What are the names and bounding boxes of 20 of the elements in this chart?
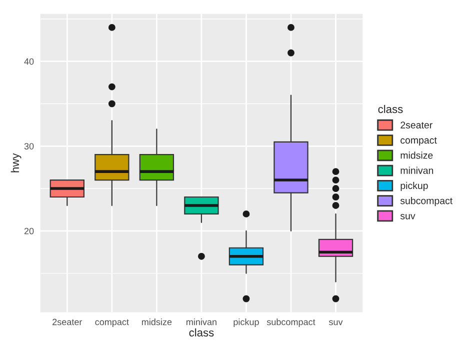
x-tick-label: 2seater — [52, 318, 82, 326]
y-tick-label: 20 — [24, 228, 34, 234]
x-tick-label: pickup — [234, 318, 259, 327]
legend-label: pickup — [400, 182, 428, 191]
y-tick-label: 30 — [24, 143, 34, 150]
legend-label: compact — [400, 137, 437, 146]
x-tick-label: subcompact — [266, 318, 316, 327]
legend-label: subcompact — [400, 197, 453, 206]
x-tick-label: midsize — [142, 318, 172, 326]
legend-label: minivan — [400, 166, 434, 174]
x-tick-label: minivan — [186, 318, 216, 326]
y-tick-label: 40 — [24, 58, 34, 65]
x-tick-label: compact — [95, 319, 129, 327]
legend-title: class — [378, 104, 403, 114]
x-axis-title: class — [189, 328, 214, 337]
legend-label: 2seater — [400, 122, 432, 128]
y-axis-title: hwy — [10, 153, 22, 172]
legend-label: suv — [400, 214, 416, 220]
legend-label: midsize — [400, 152, 433, 159]
x-tick-label: suv — [328, 320, 343, 326]
